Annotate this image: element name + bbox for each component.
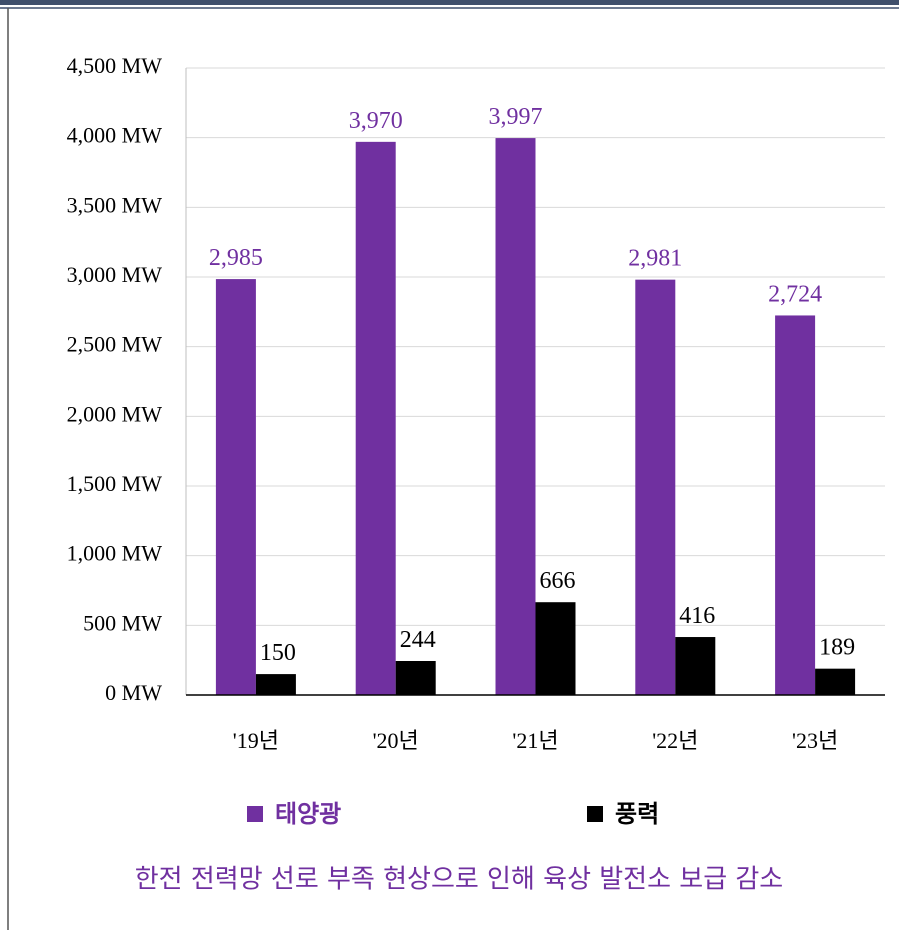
y-tick-label: 4,000 MW — [67, 123, 163, 148]
data-label: 3,997 — [489, 104, 543, 130]
x-tick-label: '21년 — [512, 728, 558, 753]
data-label: 2,724 — [768, 281, 822, 307]
x-tick-label: '23년 — [792, 728, 838, 753]
bar — [355, 141, 396, 695]
y-tick-label: 2,000 MW — [67, 401, 163, 426]
data-label: 244 — [400, 627, 436, 653]
bar — [395, 661, 436, 695]
data-label: 416 — [679, 603, 715, 629]
data-label: 2,985 — [209, 245, 263, 271]
y-tick-label: 1,500 MW — [67, 471, 163, 496]
top-border — [0, 0, 899, 5]
bar — [495, 138, 536, 696]
caption: 한전 전력망 선로 부족 현상으로 인해 육상 발전소 보급 감소 — [135, 865, 783, 895]
bar — [215, 279, 256, 695]
data-label: 3,970 — [349, 108, 403, 134]
y-tick-label: 3,000 MW — [67, 262, 163, 287]
x-tick-label: '19년 — [233, 728, 279, 753]
data-label: 2,981 — [628, 246, 682, 272]
bar — [535, 602, 576, 695]
y-tick-label: 0 MW — [105, 680, 162, 705]
legend-label: 풍력 — [615, 800, 659, 828]
y-tick-label: 500 MW — [83, 610, 162, 635]
legend-swatch — [587, 806, 603, 822]
x-tick-label: '22년 — [652, 728, 698, 753]
data-label: 189 — [819, 635, 855, 661]
data-label: 150 — [260, 640, 296, 666]
x-tick-label: '20년 — [373, 728, 419, 753]
bar — [635, 279, 676, 695]
legend-label: 태양광 — [275, 800, 341, 828]
y-tick-label: 2,500 MW — [67, 332, 163, 357]
bar — [815, 668, 856, 695]
bar — [255, 674, 296, 695]
bar — [675, 637, 716, 695]
y-tick-label: 3,500 MW — [67, 192, 163, 217]
y-tick-label: 1,000 MW — [67, 541, 163, 566]
bar — [775, 315, 816, 695]
legend-swatch — [247, 806, 263, 822]
y-tick-label: 4,500 MW — [67, 53, 163, 78]
data-label: 666 — [540, 568, 576, 594]
